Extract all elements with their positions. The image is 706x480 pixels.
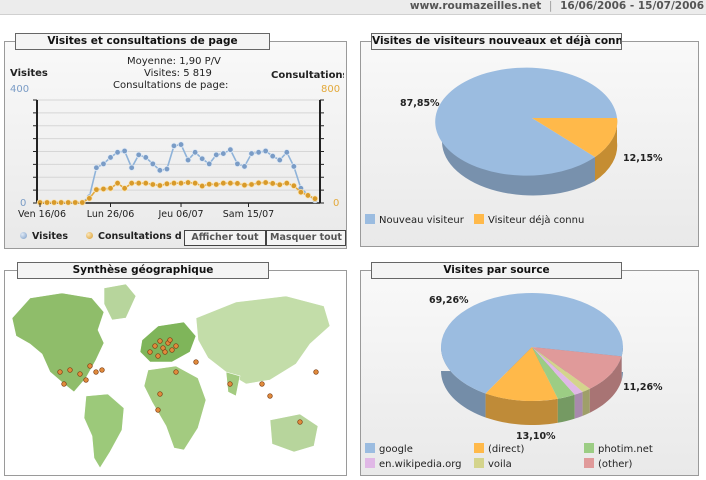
source-legend-item: voila [474,458,512,470]
map-africa [143,365,207,451]
map-north-america [11,292,105,393]
legend-visits-dot-icon [20,232,27,239]
map-visit-marker [167,337,173,343]
legend-pages[interactable]: Consultations de [86,231,182,242]
new-visitors-panel-title: Visites de visiteurs nouveaux et déjà co… [371,33,622,50]
map-india [225,371,241,397]
left-axis-max: 400 [10,84,30,95]
right-axis-label: Consultations [271,70,344,81]
legend-returning-label: Visiteur déjà connu [488,215,585,226]
left-axis-zero: 0 [20,198,27,209]
map-visit-marker [173,343,179,349]
legend-pages-dot-icon [86,232,93,239]
header-bar: www.roumazeilles.net | 16/06/2006 - 15/0… [0,0,706,15]
source-legend-item: (direct) [474,443,524,455]
pie-label-new: 87,85% [400,98,440,109]
pie-label-direct: 13,10% [516,431,556,442]
map-australia [269,413,319,453]
stats-visits: Visites: 5 819 [144,68,212,79]
map-visit-marker [61,381,67,387]
map-visit-marker [162,349,168,355]
pie-label-returning: 12,15% [623,153,663,164]
map-visit-marker [297,419,303,425]
map-visit-marker [157,338,163,344]
source-legend-label: (other) [598,459,633,470]
source-legend-item: google [365,443,413,455]
date-range[interactable]: 16/06/2006 - 15/07/2006 [560,0,704,12]
source-legend-label: voila [488,459,512,470]
source-legend-item: en.wikipedia.org [365,458,462,470]
map-visit-marker [77,371,83,377]
pie-label-other: 11,26% [623,382,663,393]
hide-all-button[interactable]: Masquer tout [266,230,346,246]
header-separator: | [548,0,553,12]
show-all-button[interactable]: Afficher tout [184,230,266,246]
map-visit-marker [259,381,265,387]
source-legend-swatch [365,443,375,453]
map-visit-marker [193,359,199,365]
legend-visits[interactable]: Visites [20,231,68,242]
source-legend-label: google [379,444,413,455]
map-visit-marker [157,391,163,397]
source-legend-swatch [584,443,594,453]
map-visit-marker [155,407,161,413]
legend-visits-label: Visites [32,231,68,242]
map-visit-marker [227,381,233,387]
geo-panel-title: Synthèse géographique [17,262,269,279]
source-legend-item: (other) [584,458,632,470]
map-greenland [103,283,137,321]
pie-label-google: 69,26% [429,295,469,306]
map-visit-marker [169,347,175,353]
map-visit-marker [57,369,63,375]
map-visit-marker [87,363,93,369]
right-axis-zero: 0 [333,198,340,209]
source-legend-swatch [474,458,484,468]
source-panel-title: Visites par source [371,262,622,279]
source-legend-label: photim.net [598,444,653,455]
source-legend-item: photim.net [584,443,653,455]
source-legend-swatch [365,458,375,468]
stats-pageviews: Consultations de page: [113,80,229,91]
source-legend-swatch [584,458,594,468]
map-visit-marker [93,369,99,375]
right-axis-max: 800 [321,84,341,95]
map-visit-marker [313,369,319,375]
legend-new-swatch [365,214,375,224]
map-visit-marker [155,353,161,359]
map-visit-marker [267,393,273,399]
stats-average: Moyenne: 1,90 P/V [127,56,221,67]
left-axis-label: Visites [10,68,48,79]
legend-new-visitor: Nouveau visiteur [365,214,464,226]
map-visit-marker [83,377,89,383]
legend-pages-label: Consultations de [98,231,182,242]
visits-panel-title: Visites et consultations de page [15,33,270,50]
source-legend-label: (direct) [488,444,525,455]
map-visit-marker [67,367,73,373]
map-south-america [83,393,125,469]
map-asia [195,295,331,385]
map-visit-marker [99,367,105,373]
site-name[interactable]: www.roumazeilles.net [409,0,542,12]
source-legend-swatch [474,443,484,453]
map-visit-marker [152,343,158,349]
legend-returning-visitor: Visiteur déjà connu [474,214,584,226]
map-visit-marker [173,369,179,375]
map-visit-marker [147,349,153,355]
legend-new-label: Nouveau visiteur [379,215,464,226]
legend-returning-swatch [474,214,484,224]
source-legend-label: en.wikipedia.org [379,459,462,470]
